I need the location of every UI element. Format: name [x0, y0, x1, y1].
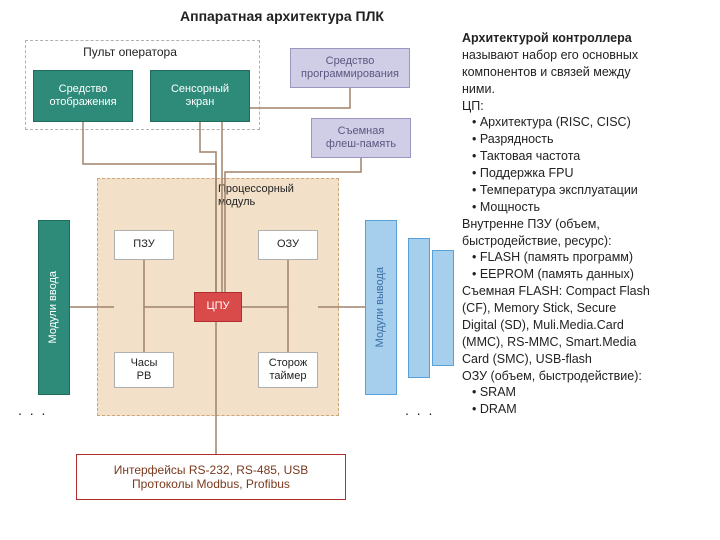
cpu-block: ЦПУ: [194, 292, 242, 322]
desc-line: (MMC), RS-MMC, Smart.Media: [462, 334, 712, 351]
rom-block: ПЗУ: [114, 230, 174, 260]
processor-module-label: Процессорныймодуль: [218, 183, 328, 209]
input-ellipsis: . . .: [18, 402, 47, 418]
output-modules-block: Модули вывода: [365, 220, 397, 395]
desc-line: • Мощность: [462, 199, 712, 216]
rtc-block: ЧасыРВ: [114, 352, 174, 388]
flash-memory-block: Съемнаяфлеш-память: [311, 118, 411, 158]
desc-line: Card (SMC), USB-flash: [462, 351, 712, 368]
desc-line: • FLASH (память программ): [462, 249, 712, 266]
desc-line: • SRAM: [462, 384, 712, 401]
ram-block: ОЗУ: [258, 230, 318, 260]
desc-line: • Температура эксплуатации: [462, 182, 712, 199]
desc-line: • Разрядность: [462, 131, 712, 148]
desc-line: • Поддержка FPU: [462, 165, 712, 182]
input-modules-block: Модули ввода: [38, 220, 70, 395]
desc-line: (CF), Memory Stick, Secure: [462, 300, 712, 317]
output-modules-block-label: Модули вывода: [374, 267, 387, 347]
watchdog-block: Сторожтаймер: [258, 352, 318, 388]
desc-line: Архитектурой контроллера: [462, 30, 712, 47]
desc-line: ними.: [462, 81, 712, 98]
desc-line: компонентов и связей между: [462, 64, 712, 81]
desc-line: • Архитектура (RISC, CISC): [462, 114, 712, 131]
programming-block: Средствопрограммирования: [290, 48, 410, 88]
desc-line: Внутренне ПЗУ (объем,: [462, 216, 712, 233]
desc-line: • DRAM: [462, 401, 712, 418]
touchscreen-block: Сенсорныйэкран: [150, 70, 250, 122]
input-modules-block-label: Модули ввода: [47, 271, 60, 343]
output-ellipsis: . . .: [405, 402, 434, 418]
desc-line: • Тактовая частота: [462, 148, 712, 165]
output-extra-2: [432, 250, 454, 366]
desc-line: Digital (SD), Muli.Media.Card: [462, 317, 712, 334]
desc-line: • EEPROM (память данных): [462, 266, 712, 283]
desc-line: Съемная FLASH: Compact Flash: [462, 283, 712, 300]
output-extra-1: [408, 238, 430, 378]
operator-panel-label: Пульт оператора: [70, 45, 190, 59]
desc-line: ОЗУ (объем, быстродействие):: [462, 368, 712, 385]
desc-line: называют набор его основных: [462, 47, 712, 64]
display-block: Средствоотображения: [33, 70, 133, 122]
interfaces-block: Интерфейсы RS-232, RS-485, USBПротоколы …: [76, 454, 346, 500]
description-text: Архитектурой контроллераназывают набор е…: [462, 30, 712, 418]
desc-line: ЦП:: [462, 98, 712, 115]
desc-line: быстродействие, ресурс):: [462, 233, 712, 250]
page-title: Аппаратная архитектура ПЛК: [180, 8, 384, 24]
